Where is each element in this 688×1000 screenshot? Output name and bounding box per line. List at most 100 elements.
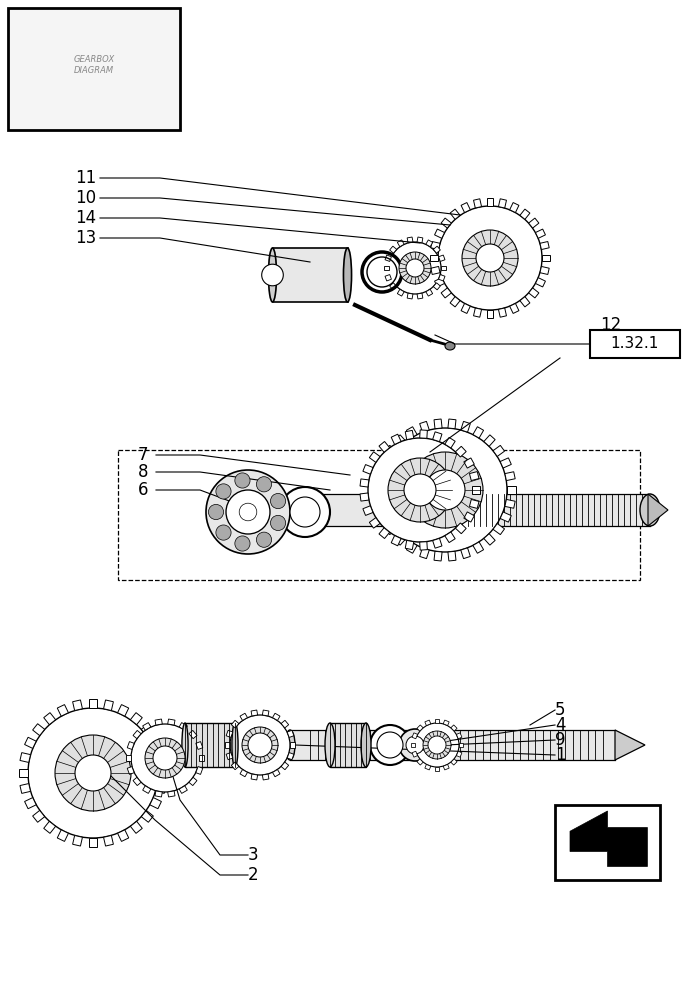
Polygon shape	[473, 542, 484, 553]
Polygon shape	[407, 542, 417, 553]
Polygon shape	[189, 730, 197, 739]
Polygon shape	[385, 524, 397, 535]
Polygon shape	[240, 770, 248, 777]
Polygon shape	[473, 199, 482, 208]
Polygon shape	[118, 705, 129, 716]
Polygon shape	[375, 472, 385, 481]
Text: 3: 3	[248, 846, 259, 864]
Circle shape	[476, 244, 504, 272]
Polygon shape	[179, 723, 187, 730]
Polygon shape	[425, 764, 431, 770]
Polygon shape	[487, 198, 493, 206]
Polygon shape	[251, 710, 257, 716]
Circle shape	[261, 264, 283, 286]
Polygon shape	[459, 743, 463, 747]
Text: 4: 4	[555, 716, 566, 734]
Polygon shape	[464, 458, 474, 468]
Polygon shape	[155, 719, 162, 725]
Polygon shape	[500, 512, 511, 522]
Text: 7: 7	[138, 446, 149, 464]
Circle shape	[462, 230, 518, 286]
Circle shape	[216, 525, 231, 540]
Polygon shape	[32, 810, 45, 822]
Polygon shape	[425, 720, 431, 726]
Polygon shape	[44, 713, 56, 725]
Circle shape	[280, 487, 330, 537]
Circle shape	[145, 738, 185, 778]
Polygon shape	[473, 308, 482, 317]
Circle shape	[425, 470, 465, 510]
Circle shape	[131, 724, 199, 792]
Polygon shape	[196, 742, 203, 749]
Polygon shape	[417, 293, 423, 299]
Ellipse shape	[325, 723, 335, 767]
Polygon shape	[25, 798, 36, 809]
Polygon shape	[155, 784, 166, 793]
Polygon shape	[448, 551, 456, 561]
Polygon shape	[391, 434, 401, 444]
Polygon shape	[262, 710, 269, 716]
Polygon shape	[433, 538, 442, 548]
Circle shape	[226, 490, 270, 534]
Polygon shape	[450, 297, 460, 307]
Polygon shape	[363, 465, 373, 474]
Polygon shape	[420, 421, 429, 432]
Circle shape	[208, 504, 224, 520]
Circle shape	[415, 723, 459, 767]
Polygon shape	[127, 742, 134, 749]
Ellipse shape	[232, 723, 238, 767]
Circle shape	[399, 252, 431, 284]
Polygon shape	[500, 458, 511, 468]
Polygon shape	[287, 753, 294, 760]
Polygon shape	[189, 777, 197, 786]
Polygon shape	[385, 255, 391, 261]
Polygon shape	[262, 774, 269, 780]
Polygon shape	[272, 713, 280, 720]
Polygon shape	[168, 791, 175, 797]
Polygon shape	[456, 733, 462, 739]
Polygon shape	[412, 751, 418, 757]
Polygon shape	[417, 237, 423, 243]
Bar	[8, 8, 180, 130]
Circle shape	[75, 755, 111, 791]
Polygon shape	[441, 266, 446, 270]
Polygon shape	[434, 419, 442, 429]
Circle shape	[362, 252, 402, 292]
Polygon shape	[57, 830, 68, 841]
Polygon shape	[411, 743, 415, 747]
Polygon shape	[417, 725, 423, 731]
Polygon shape	[375, 499, 385, 508]
Polygon shape	[535, 229, 546, 238]
Circle shape	[235, 536, 250, 551]
Polygon shape	[104, 835, 114, 846]
Ellipse shape	[343, 248, 352, 302]
Polygon shape	[426, 289, 433, 296]
Text: 9: 9	[555, 731, 566, 749]
Circle shape	[404, 474, 436, 506]
Polygon shape	[520, 297, 530, 307]
Polygon shape	[384, 266, 389, 270]
Polygon shape	[461, 548, 471, 559]
Polygon shape	[445, 532, 455, 543]
Polygon shape	[455, 523, 466, 534]
Circle shape	[216, 484, 231, 499]
Polygon shape	[438, 275, 445, 281]
Polygon shape	[407, 293, 413, 299]
Polygon shape	[385, 275, 391, 281]
Polygon shape	[484, 534, 495, 545]
Polygon shape	[25, 737, 36, 748]
Polygon shape	[461, 303, 471, 313]
Circle shape	[270, 493, 286, 509]
Polygon shape	[450, 209, 460, 219]
Polygon shape	[441, 218, 451, 228]
Polygon shape	[142, 723, 151, 730]
Text: 12: 12	[600, 316, 621, 334]
Polygon shape	[431, 266, 440, 274]
Polygon shape	[420, 548, 429, 559]
Bar	[555, 805, 660, 880]
Polygon shape	[126, 755, 131, 761]
Circle shape	[389, 242, 441, 294]
Polygon shape	[389, 283, 397, 290]
Polygon shape	[498, 308, 506, 317]
Polygon shape	[535, 278, 546, 287]
